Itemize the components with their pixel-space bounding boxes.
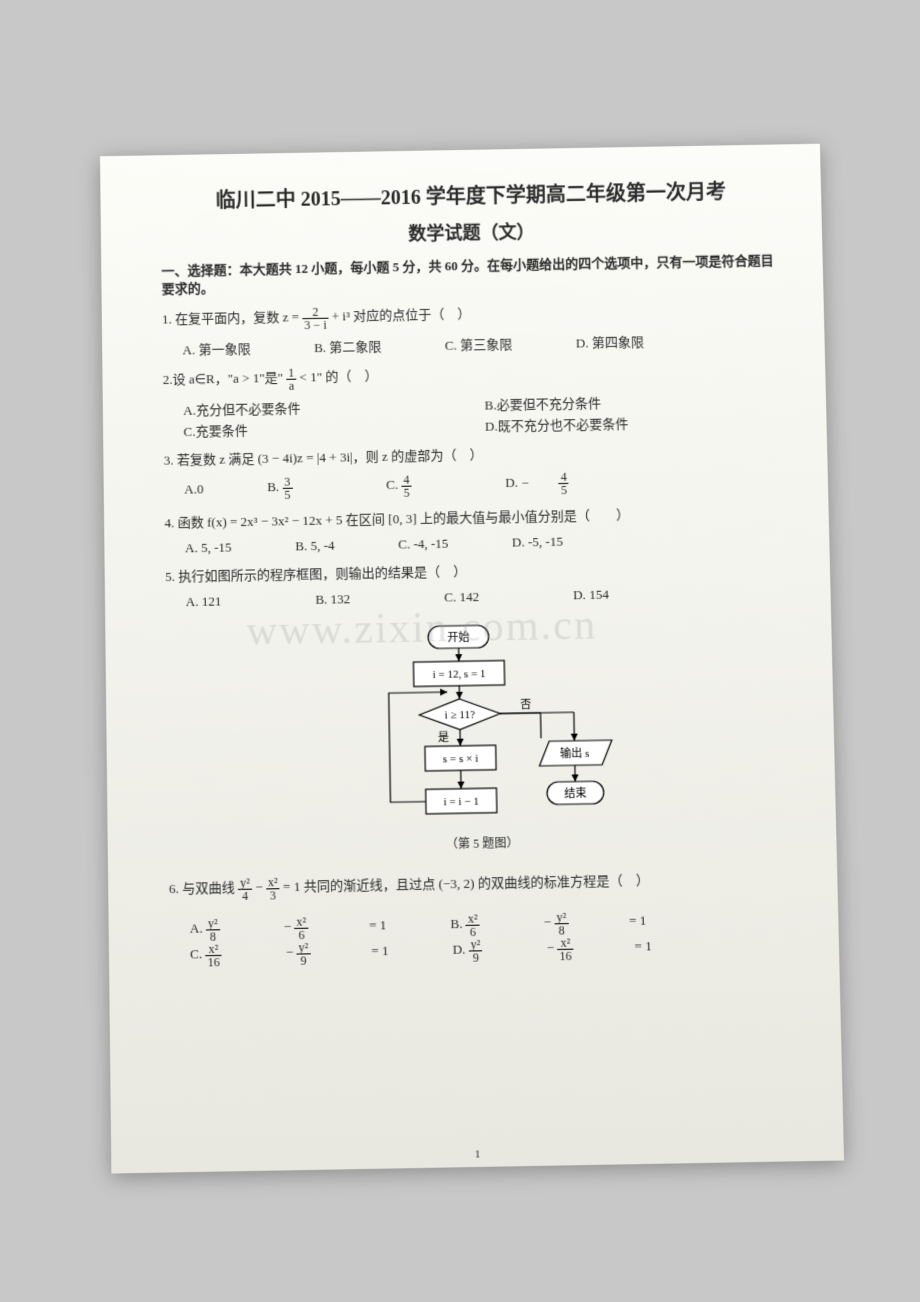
- exam-page: 临川二中 2015——2016 学年度下学期高二年级第一次月考 数学试题（文） …: [100, 144, 844, 1174]
- flowchart-diagram: 开始 i = 12, s = 1 i ≥ 11? 是 否 s = s × i i…: [307, 612, 654, 832]
- svg-text:是: 是: [438, 731, 449, 744]
- question-5-options: A. 121 B. 132 C. 142 D. 154: [186, 583, 791, 610]
- question-1-num: 1.: [162, 312, 172, 327]
- question-6: 6. 与双曲线 y²4 − x²3 = 1 共同的渐近线，且过点 (−3, 2)…: [169, 866, 797, 903]
- question-5: 5. 执行如图所示的程序框图，则输出的结果是（ ）: [165, 556, 790, 588]
- question-6-options: A. y²8 − x²6 = 1 B. x²6 − y²8 = 1 C. x²1…: [190, 906, 799, 968]
- question-1: 1. 在复平面内，复数 z = 23 − i + i³ 对应的点位于（ ）: [162, 298, 784, 334]
- svg-text:i ≥ 11?: i ≥ 11?: [444, 709, 475, 722]
- svg-text:输出 s: 输出 s: [560, 745, 590, 760]
- question-2-options: A.充分但不必要条件 B.必要但不充分条件 C.充要条件 D.既不充分也不必要条…: [183, 390, 786, 441]
- svg-text:i = 12, s = 1: i = 12, s = 1: [432, 668, 485, 681]
- flowchart-caption: （第 5 题图）: [168, 829, 796, 857]
- question-2: 2.设 a∈R，"a > 1"是" 1a < 1" 的（ ）: [163, 358, 786, 394]
- exam-title: 临川二中 2015——2016 学年度下学期高二年级第一次月考: [160, 174, 781, 214]
- question-1-options: A. 第一象限 B. 第二象限 C. 第三象限 D. 第四象限: [182, 329, 784, 359]
- svg-text:开始: 开始: [447, 629, 469, 644]
- section-instructions: 一、选择题：本大题共 12 小题，每小题 5 分，共 60 分。在每小题给出的四…: [161, 252, 783, 299]
- svg-text:s = s × i: s = s × i: [443, 752, 479, 765]
- svg-text:i = i − 1: i = i − 1: [443, 795, 479, 808]
- svg-text:否: 否: [520, 698, 531, 710]
- fraction: 1a: [286, 367, 296, 392]
- svg-text:结束: 结束: [564, 786, 586, 800]
- question-3-options: A.0 B. 35 C. 45 D. −45: [184, 467, 788, 503]
- question-3: 3. 若复数 z 满足 (3 − 4i)z = |4 + 3i|，则 z 的虚部…: [164, 440, 788, 472]
- fraction: 23 − i: [302, 306, 329, 332]
- question-4: 4. 函数 f(x) = 2x³ − 3x² − 12x + 5 在区间 [0,…: [164, 502, 788, 534]
- exam-subtitle: 数学试题（文）: [161, 213, 782, 250]
- page-number: 1: [111, 1142, 844, 1167]
- question-4-options: A. 5, -15 B. 5, -4 C. -4, -15 D. -5, -15: [185, 530, 789, 557]
